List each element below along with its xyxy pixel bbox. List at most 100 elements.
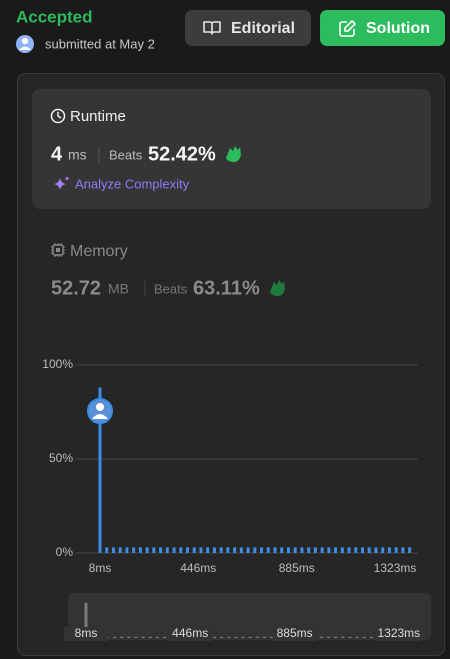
- solution-button[interactable]: Solution: [320, 10, 445, 46]
- y-tick-label: 50%: [49, 451, 73, 465]
- mini-bar: [227, 636, 231, 638]
- mini-bar: [120, 636, 124, 638]
- mini-bar: [148, 636, 152, 638]
- bar: [266, 547, 270, 553]
- bar: [361, 547, 364, 553]
- bar: [152, 547, 156, 553]
- bar: [354, 547, 358, 553]
- bar: [273, 547, 277, 553]
- bar: [286, 547, 290, 553]
- mini-bar: [84, 602, 88, 638]
- bar: [246, 547, 250, 553]
- runtime-title: Runtime: [70, 108, 126, 125]
- bar: [239, 547, 243, 553]
- bar: [165, 547, 169, 553]
- distribution-chart: 0% 50% 100% 8ms 446ms 885ms 1323ms: [42, 357, 418, 575]
- mini-bar: [241, 636, 245, 638]
- status: Accepted: [16, 7, 93, 26]
- bar: [138, 547, 142, 553]
- bar: [132, 547, 136, 553]
- bar: [381, 547, 385, 553]
- beats-label: Beats: [154, 281, 188, 296]
- mini-bar: [334, 636, 338, 638]
- mini-x-tick-label: 1323ms: [377, 626, 420, 640]
- runtime-card[interactable]: Runtime 4 ms Beats 52.42% Analyze Comple…: [32, 89, 431, 209]
- mini-x-tick-label: 8ms: [75, 626, 98, 640]
- memory-card[interactable]: Memory 52.72 MB Beats 63.11%: [51, 243, 285, 299]
- mini-bar: [327, 636, 331, 638]
- bar: [233, 547, 237, 553]
- bar: [186, 547, 189, 553]
- bar: [408, 547, 412, 553]
- x-tick-label: 8ms: [89, 561, 112, 575]
- mini-bar: [127, 636, 131, 638]
- mini-bar: [220, 636, 224, 638]
- label-bg: [168, 627, 213, 641]
- x-tick-label: 1323ms: [374, 561, 417, 575]
- bar: [192, 547, 196, 553]
- range-slider[interactable]: [68, 593, 431, 640]
- mini-bar: [341, 636, 345, 638]
- bar: [172, 547, 176, 553]
- mini-bar: [155, 636, 159, 638]
- editorial-label: Editorial: [231, 20, 295, 37]
- bar: [206, 547, 210, 553]
- bar: [125, 547, 129, 553]
- bar: [313, 547, 317, 553]
- submitted-at: submitted at May 2: [45, 36, 155, 51]
- mini-chart: 8ms 446ms 885ms 1323ms: [64, 602, 421, 641]
- bar: [159, 547, 163, 553]
- bar: [340, 547, 344, 553]
- memory-value: 52.72: [51, 277, 101, 299]
- your-submission-marker[interactable]: [87, 398, 113, 424]
- label-bg: [272, 627, 317, 641]
- memory-title: Memory: [70, 243, 128, 260]
- x-tick-label: 446ms: [180, 561, 216, 575]
- bar: [334, 547, 338, 553]
- mini-bar: [163, 636, 167, 638]
- clap-icon: [270, 280, 285, 297]
- label-bg: [376, 627, 421, 641]
- mini-bar: [320, 636, 324, 638]
- memory-unit: MB: [108, 281, 129, 297]
- mini-bar: [134, 636, 138, 638]
- mini-bar: [141, 636, 145, 638]
- bar: [401, 547, 405, 553]
- bar: [367, 547, 371, 553]
- bar: [219, 547, 223, 553]
- y-tick-label: 0%: [56, 545, 74, 559]
- bar: [226, 547, 230, 553]
- mini-bar: [362, 636, 366, 638]
- mini-bar: [255, 636, 259, 638]
- bar: [260, 547, 264, 553]
- avatar: [16, 35, 34, 53]
- bar: [280, 547, 284, 553]
- beats-label: Beats: [109, 147, 143, 162]
- mini-bar: [369, 636, 373, 638]
- bar: [105, 547, 109, 553]
- bar: [300, 547, 304, 553]
- bar: [98, 387, 102, 553]
- runtime-value: 4: [51, 143, 63, 165]
- bar: [253, 547, 257, 553]
- clap-icon: [226, 146, 241, 163]
- sparkle-icon: [54, 176, 70, 190]
- editorial-button[interactable]: Editorial: [185, 10, 311, 46]
- mini-x-tick-label: 446ms: [172, 626, 208, 640]
- bar: [212, 547, 216, 553]
- y-tick-label: 100%: [42, 357, 73, 371]
- runtime-beats: 52.42%: [148, 143, 216, 165]
- mini-bar: [248, 636, 252, 638]
- mini-bar: [113, 636, 117, 638]
- bar: [374, 547, 378, 553]
- bar: [307, 547, 311, 553]
- solution-label: Solution: [366, 20, 430, 37]
- bar: [327, 547, 331, 553]
- mini-bar: [212, 636, 216, 638]
- analyze-link[interactable]: Analyze Complexity: [75, 176, 190, 191]
- bar: [387, 547, 391, 553]
- bar: [293, 547, 297, 553]
- bar: [347, 547, 351, 553]
- mini-x-tick-label: 885ms: [277, 626, 313, 640]
